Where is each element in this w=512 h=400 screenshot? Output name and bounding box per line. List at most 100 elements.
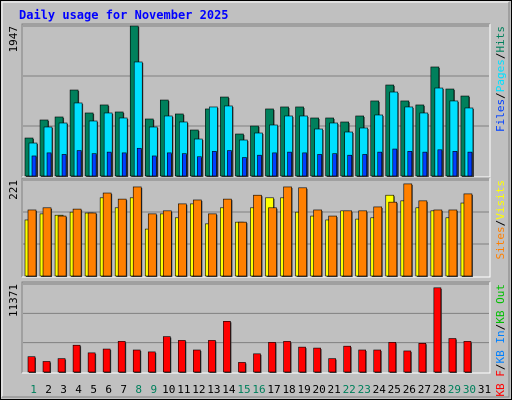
x-tick-label: 4: [75, 383, 82, 396]
bar: [253, 353, 261, 373]
bar: [31, 155, 37, 177]
bar: [463, 193, 473, 277]
x-tick-label: 20: [313, 383, 326, 396]
bar: [147, 351, 156, 373]
x-tick-label: 5: [90, 383, 97, 396]
bar: [162, 210, 172, 277]
x-tick-label: 11: [177, 383, 190, 396]
x-tick-label: 22: [343, 383, 356, 396]
bar: [238, 221, 247, 277]
bar: [102, 348, 111, 373]
legend-entry: Files: [494, 99, 507, 132]
bar: [227, 150, 232, 177]
bar: [418, 343, 427, 373]
bar: [132, 186, 142, 277]
x-tick-label: 2: [45, 383, 52, 396]
bar: [102, 192, 112, 277]
bar: [193, 349, 201, 373]
x-tick-label: 3: [60, 383, 67, 396]
bar: [298, 346, 306, 373]
bar: [418, 200, 428, 277]
y-tick-label: 221: [7, 180, 20, 200]
bar: [377, 151, 383, 177]
bar: [257, 154, 262, 177]
x-tick-label: 17: [267, 383, 280, 396]
x-tick-label: 30: [463, 383, 476, 396]
bar: [332, 153, 337, 177]
legend: Files/Pages/Hits: [494, 26, 507, 132]
bar: [42, 361, 51, 373]
x-tick-label: 9: [150, 383, 157, 396]
bar: [433, 209, 443, 277]
x-tick-label: 27: [418, 383, 431, 396]
y-tick-label: 11371: [7, 284, 20, 317]
legend-entry: Sites: [494, 226, 507, 259]
bar: [313, 209, 322, 277]
bar: [223, 198, 232, 277]
legend-separator: /: [494, 53, 507, 60]
x-tick-label: 26: [403, 383, 416, 396]
x-tick-label: 18: [282, 383, 295, 396]
bar: [87, 352, 96, 373]
bar: [136, 147, 142, 177]
bar: [452, 151, 458, 177]
bar: [117, 198, 127, 277]
bar: [388, 201, 398, 277]
bar: [91, 153, 97, 177]
bar: [433, 287, 442, 373]
x-tick-label: 16: [252, 383, 265, 396]
bar: [182, 153, 187, 177]
bar: [283, 341, 291, 373]
bar: [121, 152, 127, 177]
bar: [132, 349, 141, 373]
bar: [448, 209, 458, 277]
bar: [178, 203, 187, 277]
bar: [242, 157, 247, 177]
bar: [87, 212, 97, 277]
bar: [57, 215, 67, 277]
bar: [208, 340, 216, 373]
x-tick-label: 29: [448, 383, 461, 396]
bar: [76, 150, 82, 177]
bar: [106, 151, 112, 177]
bar: [268, 207, 277, 277]
bar: [208, 213, 217, 277]
x-tick-label: 23: [358, 383, 371, 396]
x-tick-label: 24: [373, 383, 387, 396]
legend: KB F/KB In/KB Out: [494, 284, 507, 397]
bar: [328, 358, 336, 373]
bar: [362, 154, 368, 177]
x-tick-label: 10: [162, 383, 175, 396]
bar: [388, 342, 397, 373]
bar: [147, 213, 157, 277]
bar: [212, 151, 217, 177]
bar: [463, 341, 472, 373]
bar: [61, 154, 67, 177]
bar: [347, 154, 352, 177]
x-tick-label: 7: [120, 383, 127, 396]
panel-bevel: [21, 177, 490, 277]
bar: [298, 187, 307, 277]
x-tick-label: 15: [237, 383, 250, 396]
bar: [197, 156, 202, 177]
bar: [57, 358, 66, 373]
legend-entry: Visits: [494, 180, 507, 220]
x-tick-label: 25: [388, 383, 401, 396]
x-tick-label: 19: [297, 383, 310, 396]
legend-separator: /: [494, 92, 507, 99]
bar: [448, 338, 457, 373]
x-tick-label: 1: [30, 383, 37, 396]
bar: [238, 362, 246, 373]
bar: [46, 152, 52, 177]
bar: [302, 152, 307, 177]
bar: [317, 154, 322, 177]
bar: [403, 183, 413, 277]
x-tick-label: 13: [207, 383, 220, 396]
bar: [117, 341, 126, 373]
legend-separator: /: [494, 324, 507, 331]
bar: [178, 340, 186, 373]
legend-entry: KB Out: [494, 284, 507, 324]
legend-separator: /: [494, 220, 507, 227]
